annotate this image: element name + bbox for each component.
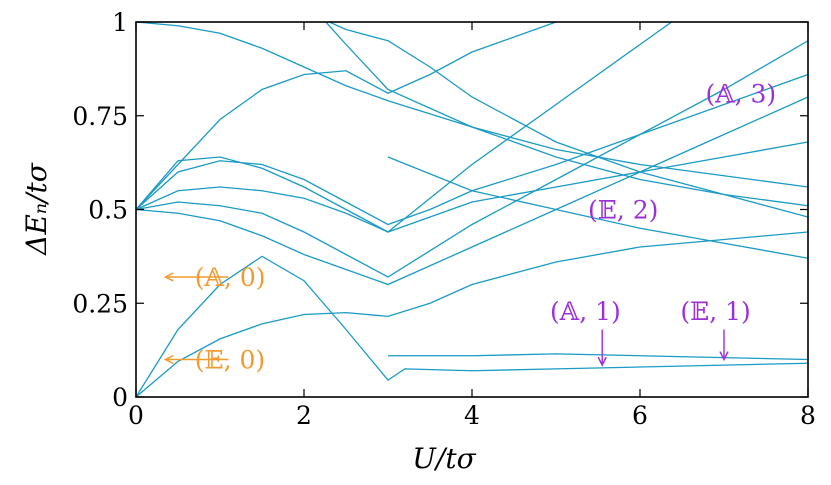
- annotation-label: (𝔸, 3): [705, 79, 776, 108]
- plot-frame: [135, 21, 809, 398]
- annotations-layer: (𝔸, 0) (𝔼, 0) (𝔸, 3) (𝔼, 2) (𝔸, 1) (𝔼, 1): [165, 79, 776, 375]
- y-tick-label: 1: [112, 8, 128, 37]
- series-line-9: [327, 22, 808, 218]
- series-line-5: [136, 73, 808, 226]
- y-tick-label: 0: [112, 383, 128, 412]
- annotation-label: (𝔸, 1): [550, 297, 621, 326]
- series-line-7: [136, 22, 808, 188]
- ticks-layer: 0 2 4 6 8 0 0.25 0.5 0.75 1: [72, 8, 816, 430]
- x-axis-title: U/tσ: [412, 442, 476, 475]
- series-line-1: [136, 255, 808, 397]
- series-line-10: [324, 22, 808, 207]
- series-layer: [136, 22, 808, 397]
- y-axis-title: ΔEₙ/tσ: [20, 162, 53, 256]
- annotation-label: (𝔼, 1): [680, 297, 750, 326]
- series-line-8: [136, 22, 559, 210]
- y-tick-label: 0.75: [72, 102, 128, 131]
- series-line-12: [387, 156, 808, 259]
- x-tick-label: 4: [464, 401, 480, 430]
- series-line-4: [136, 22, 673, 233]
- annotation-label: (𝔼, 2): [588, 196, 658, 225]
- series-line-0: [136, 231, 808, 397]
- y-tick-label: 0.25: [72, 289, 128, 318]
- series-line-11: [388, 353, 808, 361]
- annotation-label: (𝔸, 0): [195, 263, 266, 292]
- series-line-3: [136, 40, 808, 278]
- x-tick-label: 0: [128, 401, 144, 430]
- x-tick-label: 2: [296, 401, 312, 430]
- x-tick-label: 6: [632, 401, 648, 430]
- y-tick-label: 0.5: [88, 196, 128, 225]
- series-line-6: [136, 141, 808, 233]
- annotation-label: (𝔼, 0): [195, 346, 265, 375]
- x-tick-label: 8: [800, 401, 816, 430]
